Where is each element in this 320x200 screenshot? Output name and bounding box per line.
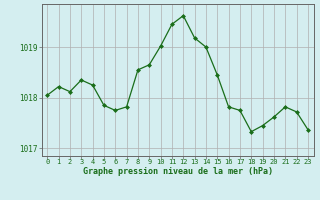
X-axis label: Graphe pression niveau de la mer (hPa): Graphe pression niveau de la mer (hPa) — [83, 167, 273, 176]
